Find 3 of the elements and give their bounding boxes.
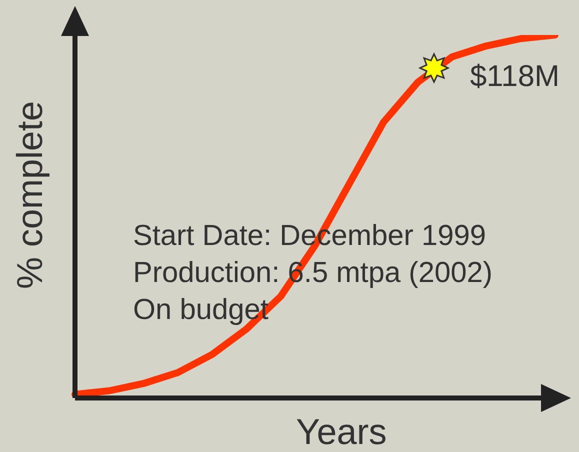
x-axis-title: Years xyxy=(296,411,387,452)
y-axis-title: % complete xyxy=(9,100,50,290)
annotation: $118M xyxy=(470,60,560,93)
